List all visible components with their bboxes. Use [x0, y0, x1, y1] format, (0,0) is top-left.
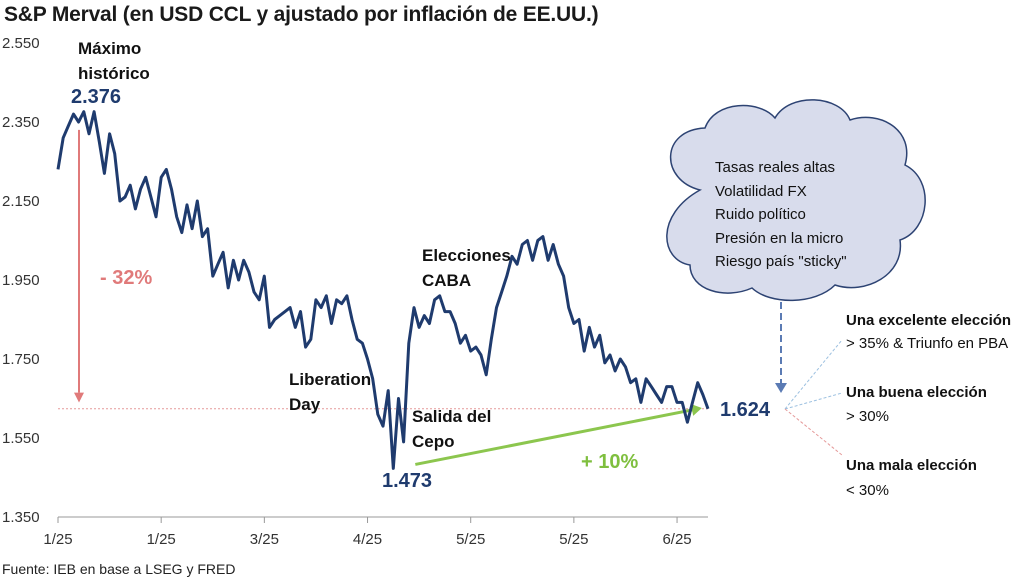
scenario-connector-1 — [784, 339, 843, 410]
scenario-title-excellent: Una excelente elección — [846, 312, 1012, 329]
y-axis: 2.550 2.350 2.150 1.950 1.750 1.550 1.350 — [2, 35, 40, 526]
max-value: 2.376 — [71, 86, 122, 108]
x-tick-label: 5/25 — [456, 531, 485, 548]
source-note: Fuente: IEB en base a LSEG y FRED — [2, 561, 236, 577]
cloud-callout — [666, 99, 926, 393]
min-value: 1.473 — [382, 470, 433, 492]
scenario-title-bad: Una mala elección — [846, 457, 977, 474]
y-tick-label: 1.550 — [2, 430, 40, 447]
y-tick-label: 2.150 — [2, 193, 40, 210]
cloud-line: Volatilidad FX — [715, 182, 807, 200]
cepo-label: Salida del Cepo — [412, 404, 491, 454]
liberation-day-label: Liberation Day — [289, 367, 371, 417]
cloud-line: Riesgo país "sticky" — [715, 253, 847, 270]
y-tick-label: 1.350 — [2, 509, 40, 526]
y-tick-label: 1.950 — [2, 272, 40, 289]
cloud-text: Tasas reales altas Volatilidad FX Ruido … — [715, 156, 847, 274]
scenario-connector-2 — [784, 392, 843, 410]
elecciones-line-2: CABA — [422, 271, 472, 290]
x-tick-label: 1/25 — [147, 531, 176, 548]
max-label-line-1: Máximo — [78, 39, 142, 58]
x-tick-label: 4/25 — [353, 531, 382, 548]
elecciones-line-1: Elecciones — [422, 246, 511, 265]
x-tick-label: 5/25 — [559, 531, 588, 548]
y-tick-label: 1.750 — [2, 351, 40, 368]
y-tick-label: 2.350 — [2, 114, 40, 131]
x-tick-label: 3/25 — [250, 531, 279, 548]
x-axis: 1/25 1/25 3/25 4/25 5/25 5/25 6/25 — [43, 516, 708, 548]
scenario-detail-good: > 30% — [846, 408, 889, 425]
scenario-detail-excellent: > 35% & Triunfo en PBA — [846, 335, 1009, 352]
liberation-line-2: Day — [289, 395, 321, 414]
scenario-title-good: Una buena elección — [846, 384, 987, 401]
cepo-line-1: Salida del — [412, 407, 492, 426]
x-tick-label: 6/25 — [662, 531, 691, 548]
chart-title: S&P Merval (en USD CCL y ajustado por in… — [4, 3, 599, 26]
y-tick-label: 2.550 — [2, 35, 40, 52]
rise-arrow — [415, 408, 695, 466]
max-label-line-2: histórico — [78, 64, 150, 83]
drop-arrow-head — [74, 392, 84, 403]
cepo-line-2: Cepo — [412, 432, 455, 451]
cloud-line: Presión en la micro — [715, 229, 844, 247]
drop-percent: - 32% — [100, 267, 153, 289]
rise-arrow-head — [690, 404, 702, 416]
series-line — [56, 110, 710, 470]
scenario-connector-3 — [784, 408, 843, 456]
elecciones-label: Elecciones CABA — [422, 243, 511, 293]
liberation-line-1: Liberation — [289, 370, 372, 389]
scenario-detail-bad: < 30% — [846, 482, 889, 499]
last-value: 1.624 — [720, 399, 771, 421]
cloud-line: Ruido político — [715, 206, 806, 223]
rise-percent: + 10% — [581, 451, 639, 473]
max-label: Máximo histórico — [78, 36, 150, 86]
x-tick-label: 1/25 — [43, 531, 72, 548]
cloud-line: Tasas reales altas — [715, 159, 836, 176]
